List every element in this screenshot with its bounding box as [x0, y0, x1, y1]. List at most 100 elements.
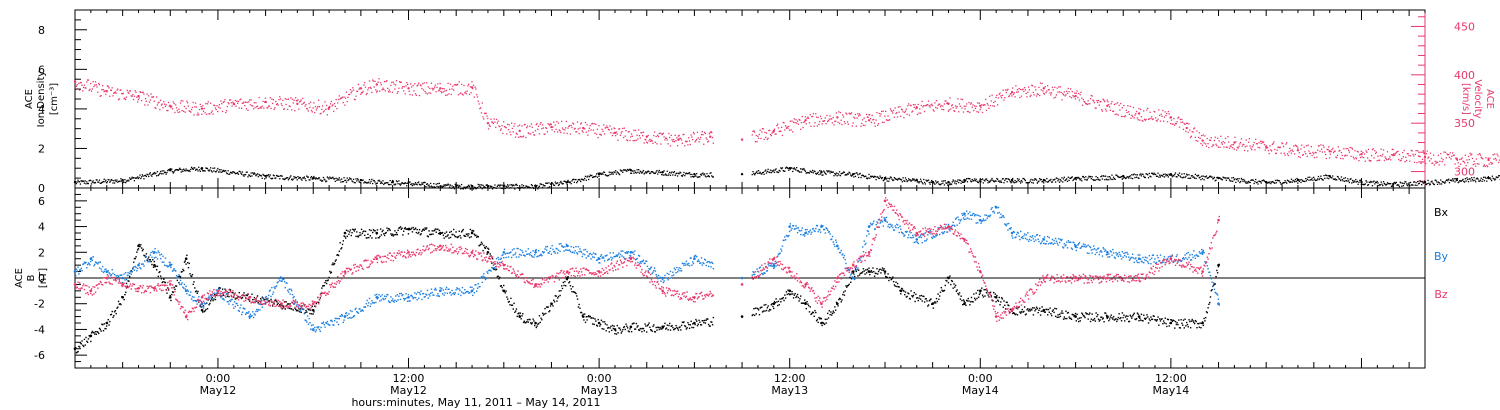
velocity-point: [895, 112, 897, 115]
b-bx-point: [700, 324, 703, 326]
b-bx-point: [238, 291, 240, 294]
velocity-point: [696, 131, 699, 133]
velocity-point: [1103, 99, 1105, 102]
density-point: [1355, 178, 1357, 181]
velocity-point: [242, 102, 244, 104]
b-bx-point: [1110, 314, 1112, 316]
density-point: [1469, 178, 1471, 180]
velocity-point: [157, 102, 159, 104]
b-bx-point: [1050, 314, 1053, 317]
velocity-point: [453, 84, 456, 86]
density-point: [255, 175, 257, 177]
velocity-point: [605, 126, 607, 129]
b-bx-point: [178, 281, 180, 284]
density-point: [248, 174, 250, 176]
b-bx-point: [544, 307, 546, 310]
b-bx-point: [433, 229, 436, 231]
density-point: [944, 180, 946, 182]
velocity-point: [1069, 95, 1071, 98]
density-point: [1316, 179, 1318, 181]
velocity-point: [274, 107, 276, 109]
b-bx-point: [595, 320, 597, 322]
b-bx-point: [514, 311, 516, 314]
velocity-point: [152, 96, 154, 98]
density-point: [1341, 178, 1343, 181]
density-point: [865, 177, 868, 179]
density-point: [596, 176, 599, 178]
density-point: [646, 171, 649, 173]
b-bx-point: [374, 230, 376, 232]
b-bx-point: [1019, 311, 1021, 313]
b-bx-point: [930, 298, 932, 300]
velocity-point: [248, 101, 250, 103]
density-point: [618, 173, 620, 175]
velocity-point: [398, 87, 400, 89]
density-point: [1209, 175, 1212, 177]
density-point: [502, 187, 504, 190]
density-point: [787, 167, 789, 170]
velocity-point: [385, 80, 387, 83]
density-point: [639, 170, 641, 172]
velocity-point: [1046, 90, 1048, 92]
density-point: [1378, 184, 1380, 187]
density-point: [152, 173, 155, 175]
velocity-point: [339, 98, 341, 100]
b-bx-point: [642, 327, 645, 330]
velocity-point: [145, 100, 147, 102]
density-point: [1252, 179, 1254, 181]
density-point: [835, 172, 838, 174]
velocity-point: [1035, 95, 1038, 97]
density-point: [935, 182, 938, 184]
velocity-point: [1409, 160, 1411, 162]
density-point: [611, 171, 614, 174]
velocity-point: [317, 106, 319, 108]
density-point: [695, 175, 697, 177]
density-point: [1462, 178, 1464, 181]
density-point: [1464, 178, 1467, 180]
density-point: [1243, 178, 1245, 181]
velocity-point: [271, 98, 273, 100]
density-point: [673, 170, 676, 173]
velocity-point: [260, 107, 263, 109]
density-point: [604, 174, 606, 176]
b-bx-point: [1074, 312, 1077, 315]
velocity-point: [1298, 152, 1301, 154]
velocity-point: [694, 141, 696, 143]
velocity-point: [1486, 164, 1488, 167]
velocity-point: [1168, 113, 1170, 115]
density-point: [885, 178, 888, 180]
velocity-point: [256, 105, 259, 107]
velocity-point: [1076, 90, 1078, 92]
b-bx-point: [626, 325, 628, 327]
b-bx-point: [487, 248, 490, 250]
b-bx-point: [537, 322, 540, 325]
velocity-point: [1328, 146, 1330, 148]
b-bx-point: [651, 330, 653, 332]
velocity-point: [642, 131, 645, 133]
density-point: [1051, 181, 1054, 183]
density-point: [371, 178, 373, 181]
b-bx-point: [616, 324, 618, 327]
b-bx-point: [336, 254, 338, 256]
b-bx-point: [608, 331, 611, 333]
velocity-point: [1413, 155, 1415, 157]
density-point: [585, 179, 587, 181]
b-bx-point: [102, 323, 104, 326]
b-bx-point: [688, 323, 690, 326]
b-bx-point: [1064, 317, 1066, 320]
density-point: [231, 172, 233, 174]
density-point: [202, 170, 204, 172]
velocity-point: [476, 96, 479, 98]
density-point: [849, 172, 851, 174]
velocity-point: [1432, 162, 1434, 164]
velocity-point: [1424, 159, 1426, 161]
b-bx-point: [753, 308, 755, 310]
b-bx-point: [696, 320, 698, 322]
velocity-point: [1130, 117, 1132, 119]
density-point: [822, 174, 824, 176]
velocity-point: [979, 108, 981, 111]
velocity-point: [124, 97, 126, 99]
velocity-point: [450, 93, 452, 96]
b-bx-point: [181, 270, 183, 273]
velocity-point: [173, 102, 175, 105]
